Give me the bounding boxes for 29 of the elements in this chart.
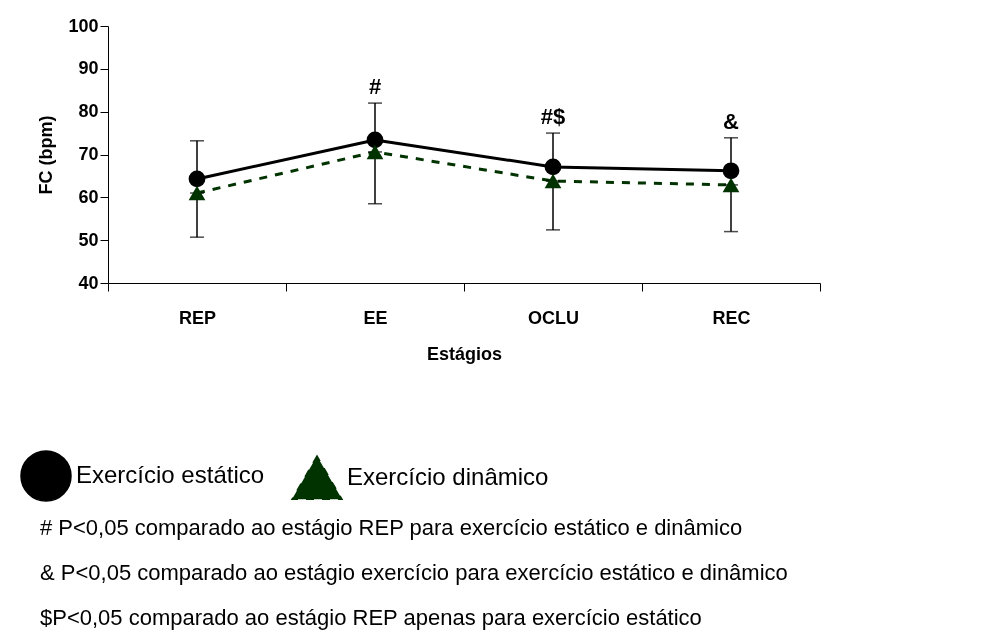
- annotation: #$: [540, 104, 566, 130]
- y-tick-label: 70: [78, 144, 99, 164]
- annotation: &: [723, 108, 740, 134]
- legend-label: Exercício estático: [76, 461, 265, 488]
- x-tick-label: REP: [178, 307, 217, 328]
- x-axis-title: Estágios: [426, 343, 503, 364]
- annotation: #: [368, 74, 382, 100]
- y-tick-label: 50: [78, 229, 99, 250]
- text: & P<0,05 comparado ao estágio exercício para exercício estático e dinâmico: [40, 559, 788, 587]
- text: # P<0,05 comparado ao estágio REP para exercício estático e dinâmico: [40, 514, 744, 542]
- point: [722, 177, 740, 193]
- legend-label: Exercício dinâmico: [347, 462, 549, 490]
- y-tick-label: 40: [78, 272, 99, 293]
- x-tick-label: EE: [363, 307, 388, 328]
- point: [366, 144, 384, 160]
- y-tick-label: 60: [78, 186, 99, 207]
- y-tick-label: 80: [78, 101, 99, 122]
- point: [188, 185, 206, 201]
- point: [544, 158, 562, 176]
- y-tick-label: 100: [68, 15, 99, 36]
- point: [544, 173, 562, 189]
- point: [722, 162, 740, 180]
- y-axis-title: FC (bpm): [36, 115, 57, 195]
- point: [188, 170, 206, 188]
- x-tick-label: OCLU: [528, 307, 579, 328]
- y-tick-label: 90: [78, 58, 99, 79]
- point: [366, 131, 384, 149]
- x-tick-label: REC: [712, 307, 751, 328]
- text: $P<0,05 comparado ao estágio REP apenas para exercício estático: [40, 604, 703, 632]
